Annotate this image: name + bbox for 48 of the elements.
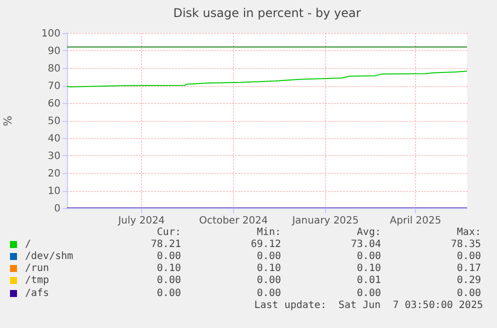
y-tick-label: 70 (48, 81, 60, 92)
y-tick-label: 80 (48, 64, 60, 74)
text: 0.10 (156, 263, 181, 274)
text: 0.17 (456, 263, 481, 274)
line-series (67, 70, 467, 88)
legend-label: /dev/shm (25, 250, 74, 262)
text: Last update: Sat Jun 7 03:50:00 2025 (254, 300, 483, 311)
text: 0.00 (256, 275, 281, 286)
legend-label: / (25, 238, 32, 250)
y-axis-title: % (1, 116, 14, 126)
legend-label: /afs (25, 288, 50, 299)
text: 0.29 (456, 275, 481, 286)
text: Avg: (356, 226, 381, 238)
text: 0.00 (156, 275, 181, 286)
y-tick-label: 50 (48, 116, 60, 127)
text: 0.10 (256, 263, 281, 274)
text: 0.00 (256, 250, 281, 262)
text: 73.04 (350, 238, 381, 250)
legend-label: /tmp (25, 275, 50, 286)
y-tick-label: 90 (48, 46, 60, 57)
x-tick-label: October 2024 (199, 216, 268, 226)
text: 0.00 (256, 288, 281, 299)
text: 78.35 (450, 238, 481, 250)
x-tick-label: January 2025 (291, 216, 359, 226)
x-tick-label: April 2025 (390, 216, 442, 226)
y-tick-label: 40 (48, 134, 60, 144)
text: Max: (456, 226, 481, 238)
text: 0.00 (456, 250, 481, 262)
text: 69.12 (250, 238, 281, 250)
y-tick-label: 100 (41, 28, 60, 40)
text: Min: (256, 226, 281, 238)
x-tick-label: July 2024 (117, 216, 165, 226)
text: 78.21 (150, 238, 181, 250)
text: 0.00 (356, 288, 381, 299)
legend-label: /run (25, 263, 50, 274)
text: 0.00 (356, 250, 381, 262)
y-tick-label: 10 (48, 186, 60, 197)
text: Cur: (156, 226, 181, 238)
y-tick-label: 20 (48, 168, 60, 180)
y-tick-label: 0 (54, 204, 60, 214)
text: 0.00 (156, 288, 181, 299)
chart-title: Disk usage in percent - by year (173, 6, 361, 20)
text: 0.10 (356, 263, 381, 274)
y-tick-label: 60 (48, 98, 60, 110)
text: 0.00 (456, 288, 481, 299)
text: 0.00 (156, 250, 181, 262)
text: 0.01 (356, 275, 381, 286)
y-tick-label: 30 (48, 151, 60, 162)
